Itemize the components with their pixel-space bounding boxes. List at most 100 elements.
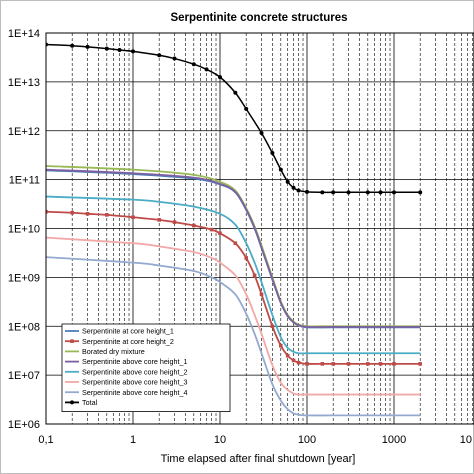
legend-label: Serpentinite at core height_2 — [82, 337, 174, 346]
data-point — [291, 185, 296, 190]
data-point — [172, 220, 177, 224]
data-point — [291, 358, 296, 363]
data-point — [131, 215, 135, 220]
data-point — [85, 44, 90, 49]
legend-label: Serpentinite at core height_1 — [82, 327, 174, 336]
legend-label: Total — [82, 398, 98, 407]
series-line — [46, 168, 421, 328]
data-point — [270, 324, 275, 329]
data-point — [157, 218, 161, 222]
x-tick-label: 10 — [460, 434, 472, 446]
x-tick-label: 10 — [214, 434, 226, 446]
data-point — [346, 190, 351, 195]
series-4 — [46, 168, 421, 328]
data-point — [305, 189, 309, 194]
data-point — [259, 130, 264, 135]
data-point — [46, 209, 48, 214]
data-point — [278, 167, 283, 172]
data-point — [418, 362, 422, 366]
data-point — [70, 210, 74, 215]
data-point — [296, 188, 301, 193]
data-point — [285, 179, 290, 184]
data-point — [378, 362, 383, 366]
y-tick-label: 1E+11 — [9, 175, 40, 187]
series-layer — [46, 42, 423, 417]
data-point — [157, 53, 162, 58]
legend-item: Serpentinite above core height_3 — [65, 378, 188, 387]
data-point — [296, 360, 301, 365]
data-point — [366, 362, 370, 366]
data-point — [285, 353, 290, 358]
series-5 — [46, 195, 421, 355]
legend-item: Serpentinite at core height_2 — [65, 337, 174, 346]
data-point — [233, 241, 238, 246]
data-point — [418, 190, 423, 195]
data-point — [392, 190, 396, 195]
series-6 — [46, 236, 421, 396]
data-point — [209, 227, 214, 232]
y-tick-label: 1E+12 — [8, 126, 40, 138]
y-tick-label: 1E+07 — [8, 370, 40, 382]
chart-title: Serpentinite concrete structures — [170, 12, 347, 24]
x-tick-label: 1 — [130, 434, 136, 446]
data-point — [104, 46, 109, 51]
legend-label: Serpentinite above core height_3 — [82, 378, 188, 387]
x-tick-label: 100 — [298, 434, 316, 446]
data-point — [191, 62, 196, 67]
legend-item: Serpentinite at core height_1 — [65, 327, 174, 336]
data-point — [192, 223, 196, 228]
y-tick-label: 1E+14 — [8, 28, 40, 40]
data-point — [244, 106, 249, 111]
x-axis-label: Time elapsed after final shutdown [year] — [161, 453, 356, 465]
legend: Serpentinite at core height_1Serpentinit… — [61, 323, 231, 412]
series-7 — [46, 256, 421, 417]
y-tick-label: 1E+13 — [8, 77, 40, 89]
data-point — [218, 231, 222, 236]
x-tick-labels: 0,1 1 10 100 1000 10 — [38, 434, 472, 446]
legend-label: Serpentinite above core height_1 — [82, 357, 188, 366]
data-point — [117, 47, 122, 52]
legend-item: Serpentinite above core height_2 — [65, 367, 188, 376]
data-point — [252, 273, 257, 278]
data-point — [218, 75, 222, 80]
legend-item: Total — [65, 398, 98, 407]
data-point — [305, 362, 309, 366]
data-point — [204, 67, 209, 72]
legend-label: Borated dry mixture — [82, 347, 145, 356]
data-point — [392, 362, 396, 366]
data-point — [331, 362, 335, 366]
data-point — [320, 190, 325, 195]
data-point — [279, 343, 283, 348]
data-point — [70, 43, 75, 48]
x-tick-label: 1000 — [382, 434, 406, 446]
legend-marker — [70, 400, 74, 405]
x-tick-label: 0,1 — [38, 434, 53, 446]
y-tick-label: 1E+09 — [8, 272, 40, 284]
data-point — [172, 56, 177, 61]
series-2 — [46, 209, 422, 366]
legend-item: Borated dry mixture — [65, 347, 145, 356]
legend-item: Serpentinite above core height_4 — [65, 388, 188, 397]
legend-item: Serpentinite above core height_1 — [65, 357, 188, 366]
legend-marker — [70, 339, 74, 343]
y-tick-label: 1E+06 — [8, 419, 40, 431]
data-point — [131, 49, 135, 54]
data-point — [378, 190, 383, 195]
data-point — [259, 292, 264, 297]
data-point — [365, 190, 370, 195]
data-point — [244, 256, 248, 260]
legend-label: Serpentinite above core height_2 — [82, 367, 188, 376]
data-point — [331, 190, 336, 195]
data-point — [320, 362, 325, 366]
legend-label: Serpentinite above core height_4 — [82, 388, 188, 397]
data-point — [233, 90, 238, 95]
plot-frame — [45, 32, 474, 425]
y-tick-label: 1E+10 — [8, 224, 40, 236]
series-line — [46, 236, 421, 396]
series-line — [46, 256, 421, 417]
data-point — [85, 211, 90, 216]
series-8 — [46, 42, 423, 195]
series-line — [46, 195, 421, 355]
data-point — [105, 213, 109, 217]
data-point — [270, 151, 275, 156]
